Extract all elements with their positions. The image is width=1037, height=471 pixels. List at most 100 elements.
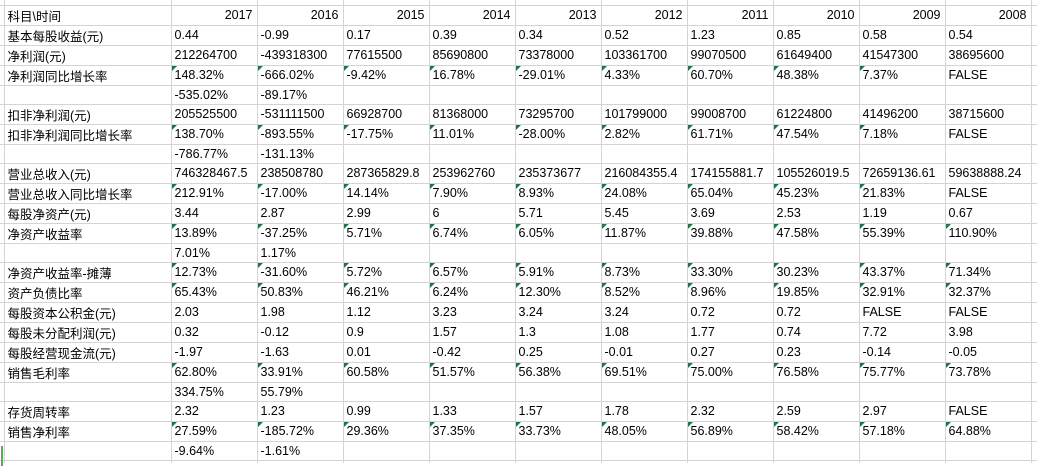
value-cell[interactable]: -17.75% <box>342 123 430 145</box>
header-year-cell[interactable]: 2013 <box>514 4 602 26</box>
value-cell[interactable]: 41547300 <box>858 44 946 66</box>
value-cell[interactable]: 75.00% <box>686 361 774 383</box>
corner-header-cell[interactable]: 科目\时间 <box>3 4 172 26</box>
value-cell[interactable]: 60.58% <box>342 361 430 383</box>
value-cell[interactable]: 0.9 <box>342 321 430 343</box>
value-cell[interactable]: 76.58% <box>772 361 860 383</box>
value-cell[interactable]: -0.05 <box>944 341 1032 363</box>
value-cell[interactable]: 1.77 <box>686 321 774 343</box>
value-cell[interactable]: -131.13% <box>256 143 344 164</box>
value-cell[interactable]: 1.12 <box>342 301 430 323</box>
value-cell[interactable] <box>944 242 1032 263</box>
value-cell[interactable] <box>858 381 946 402</box>
value-cell[interactable]: 1.57 <box>514 400 602 422</box>
value-cell[interactable]: 8.52% <box>600 281 688 303</box>
value-cell[interactable]: -893.55% <box>256 123 344 145</box>
value-cell[interactable] <box>772 440 860 461</box>
value-cell[interactable] <box>944 381 1032 402</box>
value-cell[interactable]: 56.89% <box>686 420 774 442</box>
value-cell[interactable] <box>944 440 1032 461</box>
value-cell[interactable]: 110.90% <box>944 222 1032 244</box>
value-cell[interactable]: 73378000 <box>514 44 602 66</box>
value-cell[interactable] <box>600 381 688 402</box>
value-cell[interactable]: 0.44 <box>170 24 258 46</box>
value-cell[interactable]: 0.85 <box>772 24 860 46</box>
value-cell[interactable] <box>342 440 430 461</box>
value-cell[interactable]: 58.42% <box>772 420 860 442</box>
row-label-cell[interactable]: 每股净资产(元) <box>3 202 172 224</box>
value-cell[interactable]: 99008700 <box>686 103 774 125</box>
value-cell[interactable]: 2.97 <box>858 400 946 422</box>
value-cell[interactable] <box>686 381 774 402</box>
value-cell[interactable] <box>428 440 516 461</box>
value-cell[interactable]: 4.33% <box>600 64 688 86</box>
value-cell[interactable]: 1.78 <box>600 400 688 422</box>
value-cell[interactable]: FALSE <box>944 64 1032 86</box>
value-cell[interactable]: 2.53 <box>772 202 860 224</box>
row-label-cell[interactable]: 每股未分配利润(元) <box>3 321 172 343</box>
value-cell[interactable]: 0.54 <box>944 24 1032 46</box>
value-cell[interactable]: 238508780 <box>256 162 344 184</box>
value-cell[interactable]: 27.59% <box>170 420 258 442</box>
value-cell[interactable]: 1.23 <box>686 24 774 46</box>
value-cell[interactable]: -1.63 <box>256 341 344 363</box>
value-cell[interactable]: -0.42 <box>428 341 516 363</box>
header-year-cell[interactable]: 2009 <box>858 4 946 26</box>
value-cell[interactable]: -89.17% <box>256 84 344 105</box>
value-cell[interactable]: 50.83% <box>256 281 344 303</box>
value-cell[interactable]: 65.04% <box>686 182 774 204</box>
value-cell[interactable]: 71.34% <box>944 261 1032 283</box>
value-cell[interactable]: 72659136.61 <box>858 162 946 184</box>
value-cell[interactable] <box>514 143 602 164</box>
value-cell[interactable]: -28.00% <box>514 123 602 145</box>
value-cell[interactable]: 62.80% <box>170 361 258 383</box>
value-cell[interactable]: 38695600 <box>944 44 1032 66</box>
value-cell[interactable] <box>686 84 774 105</box>
row-label-cell[interactable] <box>3 242 172 263</box>
row-label-cell[interactable]: 净资产收益率-摊薄 <box>3 261 172 283</box>
value-cell[interactable]: 0.67 <box>944 202 1032 224</box>
row-label-cell[interactable]: 扣非净利润(元) <box>3 103 172 125</box>
value-cell[interactable] <box>600 84 688 105</box>
row-label-cell[interactable] <box>3 381 172 402</box>
value-cell[interactable]: FALSE <box>944 301 1032 323</box>
value-cell[interactable]: 39.88% <box>686 222 774 244</box>
value-cell[interactable]: 746328467.5 <box>170 162 258 184</box>
value-cell[interactable]: 0.99 <box>342 400 430 422</box>
header-year-cell[interactable]: 2017 <box>170 4 258 26</box>
value-cell[interactable] <box>342 143 430 164</box>
value-cell[interactable]: -786.77% <box>170 143 258 164</box>
value-cell[interactable]: 2.87 <box>256 202 344 224</box>
value-cell[interactable]: 6.05% <box>514 222 602 244</box>
value-cell[interactable]: 29.36% <box>342 420 430 442</box>
value-cell[interactable] <box>772 84 860 105</box>
value-cell[interactable]: 24.08% <box>600 182 688 204</box>
value-cell[interactable]: 1.17% <box>256 242 344 263</box>
value-cell[interactable]: 73.78% <box>944 361 1032 383</box>
value-cell[interactable]: 65.43% <box>170 281 258 303</box>
row-label-cell[interactable]: 扣非净利润同比增长率 <box>3 123 172 145</box>
value-cell[interactable]: 2.32 <box>686 400 774 422</box>
value-cell[interactable]: 2.32 <box>170 400 258 422</box>
value-cell[interactable]: 60.70% <box>686 64 774 86</box>
value-cell[interactable]: FALSE <box>944 182 1032 204</box>
value-cell[interactable] <box>772 143 860 164</box>
value-cell[interactable]: 1.3 <box>514 321 602 343</box>
value-cell[interactable]: FALSE <box>944 123 1032 145</box>
value-cell[interactable]: 0.72 <box>772 301 860 323</box>
row-label-cell[interactable]: 销售毛利率 <box>3 361 172 383</box>
value-cell[interactable]: -185.72% <box>256 420 344 442</box>
value-cell[interactable]: 253962760 <box>428 162 516 184</box>
value-cell[interactable]: 0.01 <box>342 341 430 363</box>
value-cell[interactable] <box>858 143 946 164</box>
row-label-cell[interactable] <box>3 143 172 164</box>
value-cell[interactable]: 48.05% <box>600 420 688 442</box>
value-cell[interactable]: 3.98 <box>944 321 1032 343</box>
value-cell[interactable]: 0.32 <box>170 321 258 343</box>
row-label-cell[interactable] <box>3 84 172 105</box>
value-cell[interactable]: 6 <box>428 202 516 224</box>
value-cell[interactable]: 0.58 <box>858 24 946 46</box>
header-year-cell[interactable]: 2011 <box>686 4 774 26</box>
value-cell[interactable]: 1.98 <box>256 301 344 323</box>
value-cell[interactable] <box>428 242 516 263</box>
